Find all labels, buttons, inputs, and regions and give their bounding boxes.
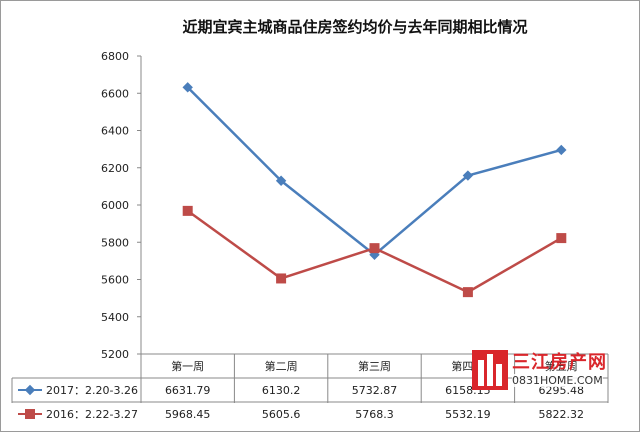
data-table-value: 5968.45	[165, 408, 211, 421]
y-tick-label: 5200	[101, 348, 129, 361]
y-tick-label: 6600	[101, 87, 129, 100]
watermark-brand: 三江房产网	[512, 352, 607, 373]
watermark-url: 0831HOME.COM	[512, 374, 603, 387]
category-label: 第五周	[545, 359, 578, 373]
chart-title: 近期宜宾主城商品住房签约均价与去年同期相比情况	[182, 18, 528, 36]
y-tick-label: 6200	[101, 162, 129, 175]
data-point-marker	[276, 273, 287, 284]
y-tick-label: 5400	[101, 311, 129, 324]
data-table-value: 5732.87	[352, 384, 398, 397]
y-tick-label: 6800	[101, 50, 129, 63]
y-tick-label: 5800	[101, 236, 129, 249]
legend-series-name: 2017：2.20-3.26	[46, 384, 138, 397]
category-label: 第一周	[171, 359, 204, 373]
data-point-marker	[369, 243, 380, 254]
category-label: 第二周	[265, 359, 298, 373]
data-table-value: 5768.3	[355, 408, 394, 421]
watermark-logo-icon	[472, 350, 508, 390]
category-label: 第三周	[358, 359, 391, 373]
legend-key-marker	[25, 409, 35, 419]
data-point-marker	[462, 170, 474, 181]
y-tick-label: 6000	[101, 199, 129, 212]
data-point-marker	[275, 175, 287, 186]
y-tick-label: 6400	[101, 125, 129, 138]
series-line	[186, 86, 562, 257]
data-table-value: 5822.32	[539, 408, 585, 421]
data-table-value: 6295.48	[539, 384, 585, 397]
legend-key-marker	[24, 384, 36, 396]
y-tick-label: 5600	[101, 274, 129, 287]
legend-series-name: 2016：2.22-3.27	[46, 408, 138, 421]
data-table-value: 5605.6	[262, 408, 301, 421]
data-point-marker	[462, 287, 473, 298]
data-point-marker	[556, 233, 567, 244]
data-table-value: 5532.19	[445, 408, 491, 421]
data-point-marker	[556, 144, 567, 156]
data-table-value: 6631.79	[165, 384, 211, 397]
data-point-marker	[182, 82, 193, 93]
watermark: 三江房产网 0831HOME.COM	[470, 346, 606, 396]
data-table-value: 6130.2	[262, 384, 301, 397]
data-point-marker	[182, 205, 193, 216]
